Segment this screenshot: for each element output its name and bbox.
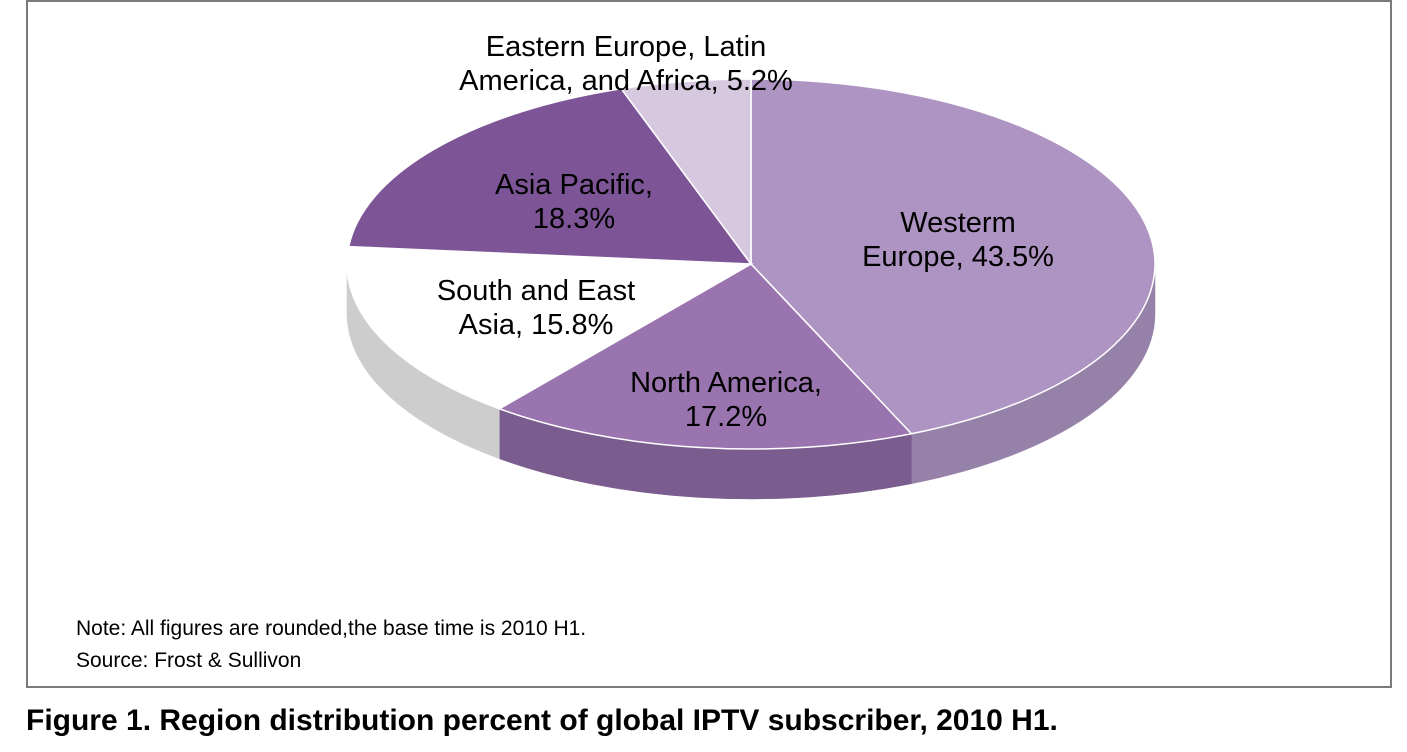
pie-slice-0: [750, 78, 1156, 435]
pie-chart: Westerm Europe, 43.5% North America, 17.2% S…: [346, 31, 1156, 500]
chart-source: Source: Frost & Sullivon: [76, 649, 302, 672]
figure-caption: Figure 1. Region distribution percent of…: [26, 704, 1058, 737]
pie-slice-2: [346, 245, 754, 410]
chart-note: Note: All figures are rounded,the base t…: [76, 617, 587, 640]
slice-label-3: Asia Pacific, 18.3%: [495, 169, 653, 235]
slice-label-0: Westerm Europe, 43.5%: [862, 207, 1054, 273]
chart-frame: Westerm Europe, 43.5% North America, 17.2% S…: [26, 0, 1392, 688]
slice-label-1: North America, 17.2%: [630, 367, 822, 433]
slice-label-2: South and East Asia, 15.8%: [437, 275, 635, 341]
pie-slice-4: [619, 78, 752, 267]
pie-slice-1: [497, 263, 913, 450]
pie-slice-3: [347, 87, 753, 265]
slice-label-4: Eastern Europe, Latin America, and Africa…: [459, 31, 793, 97]
